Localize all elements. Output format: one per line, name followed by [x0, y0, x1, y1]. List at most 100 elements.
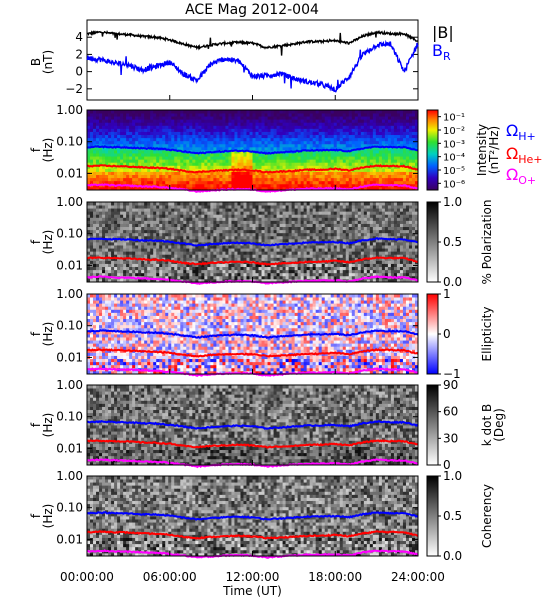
heatmap-cell — [246, 174, 250, 179]
heatmap-cell — [210, 226, 214, 231]
heatmap-cell — [273, 134, 277, 139]
heatmap-cell — [276, 229, 280, 234]
heatmap-cell — [252, 110, 256, 114]
heatmap-cell — [387, 116, 392, 120]
heatmap-cell — [195, 146, 199, 151]
heatmap-cell — [114, 260, 118, 264]
heatmap-cell — [90, 110, 94, 114]
heatmap-cell — [144, 150, 148, 154]
heatmap-cell — [273, 137, 277, 142]
heatmap-cell — [318, 251, 323, 255]
heatmap-cell — [108, 162, 112, 166]
heatmap-cell — [267, 248, 271, 252]
heatmap-cell — [132, 116, 136, 120]
heatmap-cell — [210, 146, 214, 151]
heatmap-cell — [414, 159, 419, 163]
heatmap-cell — [222, 171, 226, 176]
heatmap-cell — [300, 165, 305, 169]
heatmap-cell — [222, 110, 226, 114]
heatmap-cell — [165, 177, 169, 182]
heatmap-cell — [321, 119, 326, 123]
heatmap-cell — [300, 214, 305, 218]
heatmap-cell — [414, 134, 419, 139]
heatmap-cell — [399, 186, 404, 191]
heatmap-cell — [192, 266, 196, 271]
heatmap-cell — [129, 229, 133, 234]
heatmap-cell — [186, 128, 190, 132]
heatmap-cell — [261, 128, 265, 132]
heatmap-cell — [249, 254, 253, 258]
heatmap-cell — [210, 269, 214, 274]
heatmap-cell — [201, 205, 205, 209]
heatmap-cell — [261, 272, 265, 277]
heatmap-cell — [105, 238, 109, 243]
heatmap-cell — [318, 220, 323, 224]
heatmap-cell — [243, 208, 247, 212]
heatmap-cell — [219, 251, 223, 255]
heatmap-cell — [354, 119, 359, 123]
heatmap-cell — [159, 162, 163, 166]
heatmap-cell — [168, 211, 172, 215]
heatmap-cell — [312, 235, 317, 240]
heatmap-cell — [234, 248, 238, 252]
heatmap-cell — [141, 251, 145, 255]
heatmap-cell — [195, 202, 199, 206]
heatmap-cell — [144, 125, 148, 129]
heatmap-cell — [240, 131, 244, 136]
heatmap-cell — [207, 266, 211, 271]
heatmap-cell — [363, 153, 368, 157]
heatmap-cell — [243, 125, 247, 129]
heatmap-cell — [369, 177, 374, 182]
heatmap-cell — [189, 165, 193, 169]
heatmap-cell — [168, 171, 172, 176]
heatmap-cell — [207, 269, 211, 274]
heatmap-cell — [96, 232, 100, 237]
heatmap-cell — [150, 275, 154, 280]
heatmap-cell — [219, 110, 223, 114]
heatmap-cell — [105, 143, 109, 148]
heatmap-cell — [255, 186, 259, 191]
heatmap-cell — [276, 275, 280, 280]
heatmap-cell — [288, 254, 293, 258]
heatmap-cell — [129, 223, 133, 228]
heatmap-cell — [240, 205, 244, 209]
heatmap-cell — [195, 226, 199, 231]
heatmap-cell — [312, 269, 317, 274]
heatmap-cell — [246, 272, 250, 277]
heatmap-cell — [186, 177, 190, 182]
heatmap-cell — [363, 168, 368, 172]
heatmap-cell — [279, 208, 283, 212]
heatmap-cell — [201, 214, 205, 218]
heatmap-cell — [333, 125, 338, 129]
heatmap-cell — [90, 254, 94, 258]
heatmap-cell — [369, 110, 374, 114]
heatmap-cell — [201, 238, 205, 243]
heatmap-cell — [384, 131, 389, 136]
heatmap-cell — [87, 202, 91, 206]
heatmap-cell — [246, 183, 250, 188]
heatmap-cell — [201, 110, 205, 114]
heatmap-cell — [282, 254, 286, 258]
heatmap-cell — [276, 263, 280, 268]
heatmap-cell — [216, 174, 220, 179]
heatmap-cell — [405, 174, 410, 179]
heatmap-cell — [234, 223, 238, 228]
heatmap-cell — [150, 125, 154, 129]
heatmap-cell — [198, 134, 202, 139]
heatmap-cell — [342, 174, 347, 179]
heatmap-cell — [312, 165, 317, 169]
heatmap-cell — [195, 245, 199, 249]
heatmap-cell — [195, 186, 199, 191]
heatmap-cell — [225, 119, 229, 123]
heatmap-cell — [300, 266, 305, 271]
heatmap-cell — [174, 208, 178, 212]
heatmap-cell — [90, 122, 94, 126]
heatmap-cell — [288, 245, 293, 249]
heatmap-cell — [177, 162, 181, 166]
heatmap-cell — [279, 263, 283, 268]
heatmap-cell — [234, 266, 238, 271]
y-tick-label: 0 — [75, 65, 83, 79]
heatmap-cell — [306, 214, 311, 218]
heatmap-cell — [294, 143, 299, 148]
heatmap-cell — [171, 245, 175, 249]
